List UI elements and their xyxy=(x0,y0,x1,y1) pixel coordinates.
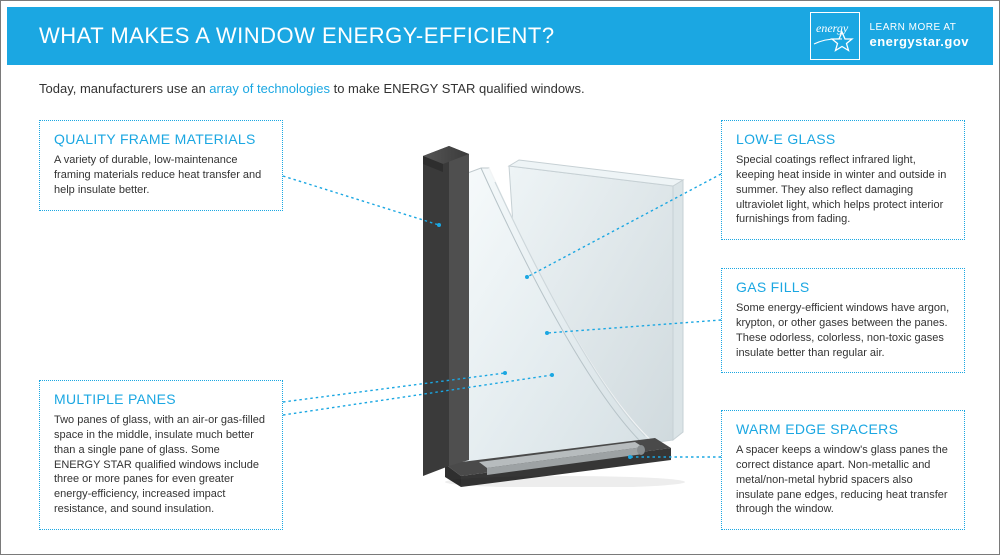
learn-more-site[interactable]: energystar.gov xyxy=(870,34,970,50)
intro-pre: Today, manufacturers use an xyxy=(39,81,209,96)
intro-post: to make ENERGY STAR qualified windows. xyxy=(330,81,585,96)
callout-frame: QUALITY FRAME MATERIALS A variety of dura… xyxy=(39,120,283,211)
callout-body-spacer: A spacer keeps a window's glass panes th… xyxy=(736,443,950,517)
logo-script: energy xyxy=(816,21,849,35)
spacer-end-cap xyxy=(637,445,645,455)
callout-body-gas: Some energy-efficient windows have argon… xyxy=(736,301,950,360)
window-diagram xyxy=(395,132,695,487)
frame-post-right xyxy=(449,146,469,466)
page-title: WHAT MAKES A WINDOW ENERGY-EFFICIENT? xyxy=(39,23,555,49)
intro-link[interactable]: array of technologies xyxy=(209,81,330,96)
frame-post-left xyxy=(423,146,449,476)
callout-title-lowe: LOW-E GLASS xyxy=(736,131,950,147)
infographic-inner: WHAT MAKES A WINDOW ENERGY-EFFICIENT? en… xyxy=(7,7,993,548)
infographic-frame: WHAT MAKES A WINDOW ENERGY-EFFICIENT? en… xyxy=(0,0,1000,555)
callout-title-frame: QUALITY FRAME MATERIALS xyxy=(54,131,268,147)
callout-body-panes: Two panes of glass, with an air-or gas-f… xyxy=(54,413,268,517)
header-bar: WHAT MAKES A WINDOW ENERGY-EFFICIENT? en… xyxy=(7,7,993,65)
callout-title-gas: GAS FILLS xyxy=(736,279,950,295)
callout-body-lowe: Special coatings reflect infrared light,… xyxy=(736,153,950,227)
learn-more: LEARN MORE AT energystar.gov xyxy=(870,22,970,50)
callout-gas: GAS FILLS Some energy-efficient windows h… xyxy=(721,268,965,373)
callout-panes: MULTIPLE PANES Two panes of glass, with a… xyxy=(39,380,283,530)
energystar-logo: energy xyxy=(810,12,860,60)
learn-more-label: LEARN MORE AT xyxy=(870,22,957,33)
intro-text: Today, manufacturers use an array of tec… xyxy=(39,81,585,96)
callout-title-spacer: WARM EDGE SPACERS xyxy=(736,421,950,437)
callout-title-panes: MULTIPLE PANES xyxy=(54,391,268,407)
rear-glass-side xyxy=(673,180,683,440)
callout-lowe: LOW-E GLASS Special coatings reflect infr… xyxy=(721,120,965,240)
header-right: energy LEARN MORE AT energystar.gov xyxy=(810,12,970,60)
callout-body-frame: A variety of durable, low-maintenance fr… xyxy=(54,153,268,198)
callout-spacer: WARM EDGE SPACERS A spacer keeps a window… xyxy=(721,410,965,530)
